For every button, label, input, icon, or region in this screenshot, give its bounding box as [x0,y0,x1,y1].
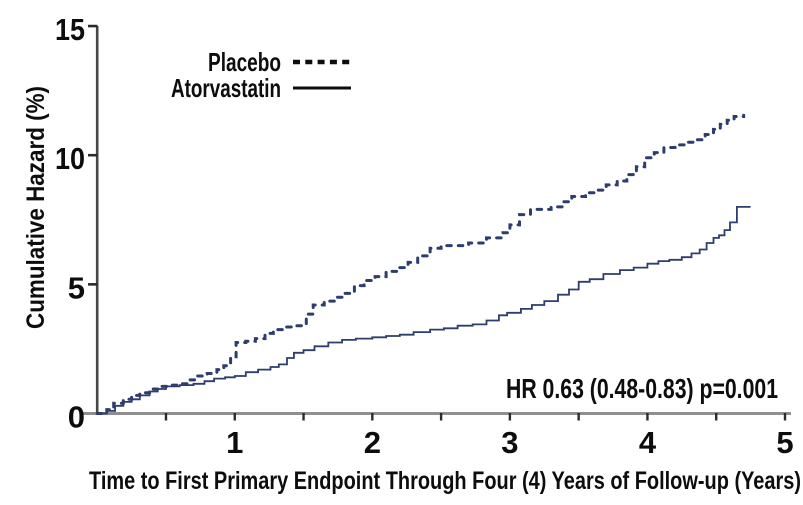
y-axis-title: Cumulative Hazard (%) [22,86,50,329]
y-tick-label: 10 [55,141,85,176]
legend-label-atorvastatin: Atorvastatin [171,73,281,103]
y-tick-labels: 0 5 10 15 [55,12,85,434]
y-tick-label: 5 [68,270,85,305]
hazard-ratio-annotation: HR 0.63 (0.48-0.83) p=0.001 [506,373,778,404]
y-tick-label: 0 [68,400,85,435]
legend: Placebo Atorvastatin [171,47,351,103]
x-tick-label: 1 [226,425,243,460]
x-tick-label: 4 [639,425,657,460]
x-ticks [164,413,787,421]
x-tick-label: 2 [364,425,381,460]
y-ticks [88,24,98,286]
series-atorvastatin [97,206,751,415]
x-tick-label: 5 [776,425,793,460]
y-tick-label: 15 [55,12,85,47]
atorvastatin-curve [97,206,751,415]
x-axis-title: Time to First Primary Endpoint Through F… [89,467,801,495]
x-tick-label: 3 [501,425,518,460]
legend-label-placebo: Placebo [208,47,281,77]
y-axis: 0 5 10 15 Cumulative Hazard (%) [22,12,99,435]
x-tick-labels: 1 2 3 4 5 [226,425,793,460]
x-axis: 1 2 3 4 5 Time to First Primary Endpoint Thr… [80,412,801,495]
